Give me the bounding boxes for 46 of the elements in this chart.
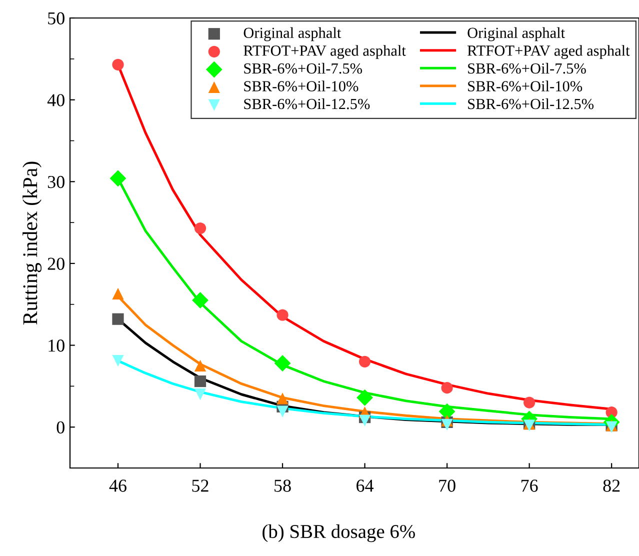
point — [110, 170, 126, 187]
point — [112, 58, 124, 70]
point — [194, 360, 206, 372]
legend-label: SBR-6%+Oil-10% — [244, 80, 358, 92]
legend-label: Original asphalt — [244, 27, 342, 42]
legend-label: SBR-6%+Oil-12.5% — [244, 98, 370, 110]
text: (b) SBR dosage 6% — [262, 524, 415, 542]
x-tick-label: 76 — [521, 480, 538, 492]
point — [276, 392, 288, 404]
point — [194, 222, 206, 234]
point — [441, 382, 453, 394]
y-axis-title: Rutting index (kPa) — [22, 162, 42, 325]
point — [194, 375, 206, 388]
x-tick-label: 46 — [109, 480, 126, 492]
x-tick-label: 70 — [439, 480, 456, 492]
y-tick-label: 20 — [48, 258, 64, 270]
legend-label: SBR-6%+Oil-7.5% — [244, 62, 362, 74]
y-tick-label: 0 — [56, 421, 64, 434]
x-tick-label: 52 — [192, 480, 208, 492]
legend-label: SBR-6%+Oil-10% — [468, 80, 582, 92]
point — [194, 388, 206, 400]
point — [112, 355, 124, 367]
point — [276, 309, 288, 321]
y-tick-label: 40 — [47, 94, 64, 106]
point — [112, 288, 124, 300]
point — [438, 403, 456, 420]
point — [356, 389, 373, 406]
legend-label: RTFOT+PAV aged asphalt — [244, 45, 406, 59]
point — [358, 356, 371, 368]
x-tick-label: 64 — [356, 480, 374, 492]
legend-label: SBR-6%+Oil-12.5% — [468, 98, 594, 110]
point — [524, 396, 536, 408]
point — [276, 406, 288, 418]
y-tick-label: 50 — [48, 12, 64, 24]
y-tick-label: 30 — [48, 176, 64, 188]
legend-label: Original asphalt — [468, 27, 565, 42]
y-tick-label: 10 — [48, 340, 64, 352]
legend-label: RTFOT+PAV aged asphalt — [468, 45, 630, 59]
point — [112, 313, 124, 325]
legend-label: SBR-6%+Oil-7.5% — [468, 62, 586, 74]
point — [441, 418, 453, 430]
point — [358, 414, 371, 426]
point — [274, 355, 291, 372]
point — [192, 292, 208, 308]
x-tick-label: 82 — [603, 480, 620, 492]
x-tick-label: 58 — [274, 480, 291, 492]
